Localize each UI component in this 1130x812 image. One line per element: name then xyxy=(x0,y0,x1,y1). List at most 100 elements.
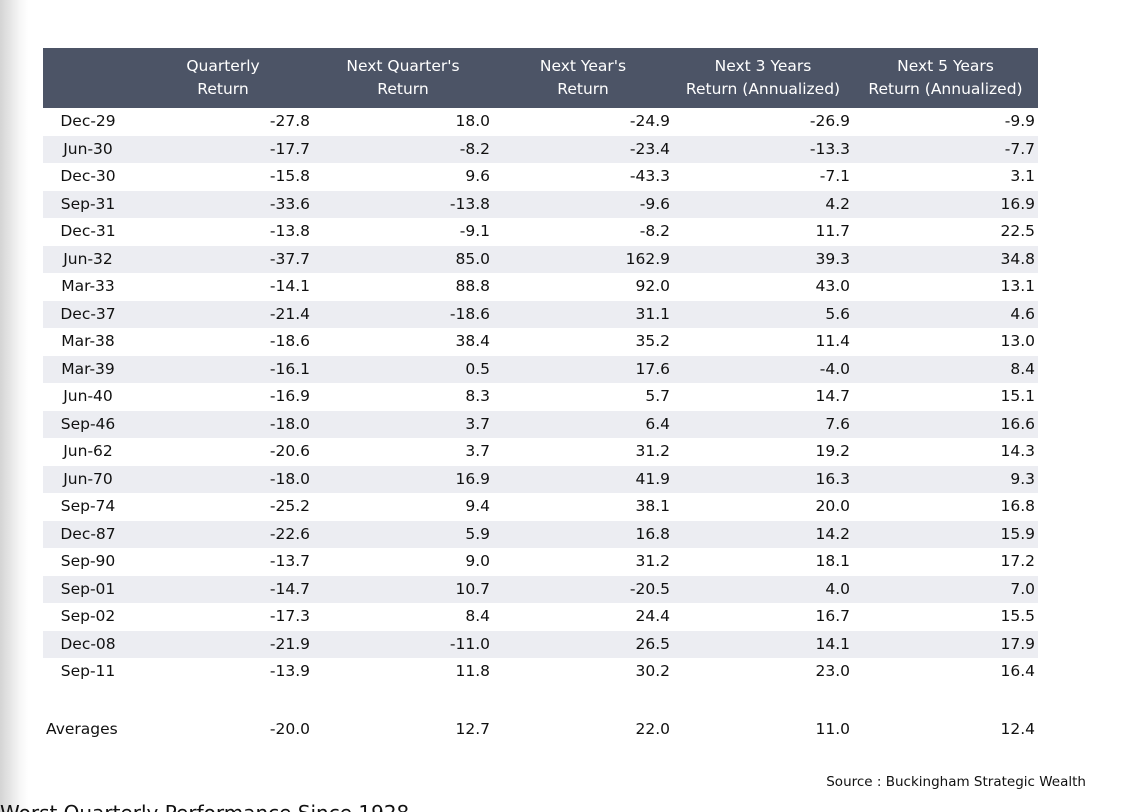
return-cell: -14.1 xyxy=(269,277,310,295)
table-row: Dec-29 -27.8 18.0 -24.9 -26.9 -9.9 xyxy=(43,108,1038,136)
return-cell: 22.5 xyxy=(1000,222,1035,240)
return-cell: -8.2 xyxy=(639,222,670,240)
table-row: Dec-08 -21.9 -11.0 26.5 14.1 17.9 xyxy=(43,630,1038,658)
return-cell: 11.4 xyxy=(815,332,850,350)
return-cell: 8.4 xyxy=(1010,359,1035,378)
return-cell: -16.9 xyxy=(269,387,310,405)
return-cell: -13.8 xyxy=(269,222,310,240)
return-cell: 16.6 xyxy=(1000,414,1035,433)
return-cell: -15.8 xyxy=(269,167,310,185)
return-cell: 8.4 xyxy=(465,607,490,625)
average-cell: 12.4 xyxy=(1000,719,1035,738)
row-date: Sep-31 xyxy=(60,194,116,213)
return-cell: 5.7 xyxy=(645,387,670,405)
row-date: Jun-40 xyxy=(63,387,113,405)
return-cell: 5.9 xyxy=(465,524,490,543)
table-row: Sep-02 -17.3 8.4 24.4 16.7 15.5 xyxy=(43,603,1038,631)
return-cell: -13.3 xyxy=(809,139,850,158)
return-cell: 16.7 xyxy=(815,607,850,625)
return-cell: 85.0 xyxy=(455,249,490,268)
page-caption-text: Worst Quarterly Performance Since 1928 xyxy=(0,801,409,812)
return-cell: 43.0 xyxy=(815,277,850,295)
column-header-line2: Return (Annualized) xyxy=(868,80,1023,98)
row-date: Jun-70 xyxy=(63,469,113,488)
return-cell: 7.6 xyxy=(825,414,850,433)
return-cell: 15.5 xyxy=(1000,607,1035,625)
return-cell: 14.1 xyxy=(815,634,850,653)
return-cell: 16.8 xyxy=(635,524,670,543)
return-cell: -24.9 xyxy=(629,112,670,130)
column-header-line1: Quarterly xyxy=(186,57,260,75)
return-cell: 34.8 xyxy=(1000,249,1035,268)
return-cell: -18.0 xyxy=(269,414,310,433)
return-cell: 18.0 xyxy=(455,112,490,130)
return-cell: 17.2 xyxy=(1000,552,1035,570)
return-cell: 162.9 xyxy=(625,249,670,268)
return-cell: -4.0 xyxy=(819,359,850,378)
header-date-column xyxy=(43,48,133,108)
return-cell: 24.4 xyxy=(635,607,670,625)
return-cell: 5.6 xyxy=(825,304,850,323)
average-cell: -20.0 xyxy=(269,719,310,738)
return-cell: 15.9 xyxy=(1000,524,1035,543)
returns-table: Quarterly Return Next Quarter's Return Next … xyxy=(43,48,1038,744)
return-cell: 15.1 xyxy=(1000,387,1035,405)
return-cell: 9.4 xyxy=(465,497,490,515)
return-cell: 8.3 xyxy=(465,387,490,405)
return-cell: -17.3 xyxy=(269,607,310,625)
row-date: Mar-38 xyxy=(61,332,115,350)
table-header: Quarterly Return Next Quarter's Return Next … xyxy=(43,48,1038,108)
return-cell: -23.4 xyxy=(629,139,670,158)
row-date: Jun-30 xyxy=(63,139,113,158)
return-cell: -17.7 xyxy=(269,139,310,158)
return-cell: -9.1 xyxy=(459,222,490,240)
row-date: Dec-37 xyxy=(60,304,116,323)
return-cell: 3.7 xyxy=(465,414,490,433)
return-cell: 10.7 xyxy=(455,579,490,598)
return-cell: 18.1 xyxy=(815,552,850,570)
row-date: Dec-08 xyxy=(60,634,116,653)
return-cell: 16.9 xyxy=(455,469,490,488)
column-header-line2: Return xyxy=(377,80,429,98)
return-cell: -11.0 xyxy=(449,634,490,653)
return-cell: -9.9 xyxy=(1004,112,1035,130)
return-cell: 17.9 xyxy=(1000,634,1035,653)
return-cell: -13.9 xyxy=(269,662,310,680)
return-cell: 20.0 xyxy=(815,497,850,515)
row-date: Sep-46 xyxy=(60,414,116,433)
return-cell: -43.3 xyxy=(629,167,670,185)
return-cell: -13.7 xyxy=(269,552,310,570)
table-row: Dec-37 -21.4 -18.6 31.1 5.6 4.6 xyxy=(43,300,1038,328)
return-cell: 39.3 xyxy=(815,249,850,268)
row-date: Mar-39 xyxy=(61,359,115,378)
return-cell: 38.1 xyxy=(635,497,670,515)
return-cell: 38.4 xyxy=(455,332,490,350)
table-row: Mar-38 -18.6 38.4 35.2 11.4 13.0 xyxy=(43,328,1038,356)
return-cell: -7.1 xyxy=(819,167,850,185)
return-cell: -7.7 xyxy=(1004,139,1035,158)
return-cell: 4.0 xyxy=(825,579,850,598)
return-cell: -21.4 xyxy=(269,304,310,323)
table-row: Sep-01 -14.7 10.7 -20.5 4.0 7.0 xyxy=(43,575,1038,603)
table-row: Jun-30 -17.7 -8.2 -23.4 -13.3 -7.7 xyxy=(43,135,1038,163)
table-row: Mar-39 -16.1 0.5 17.6 -4.0 8.4 xyxy=(43,355,1038,383)
column-header-line2: Return (Annualized) xyxy=(685,80,841,98)
column-header: Next 3 Years Return (Annualized) xyxy=(673,48,853,108)
return-cell: 16.3 xyxy=(815,469,850,488)
row-date: Sep-02 xyxy=(60,607,116,625)
average-cell: 11.0 xyxy=(815,719,850,738)
return-cell: 0.5 xyxy=(465,359,490,378)
return-cell: 31.2 xyxy=(635,442,670,460)
row-date: Sep-11 xyxy=(60,662,116,680)
table-row: Dec-31 -13.8 -9.1 -8.2 11.7 22.5 xyxy=(43,218,1038,246)
averages-row: Averages -20.0 12.7 22.0 11.0 12.4 xyxy=(43,714,1038,744)
return-cell: 88.8 xyxy=(455,277,490,295)
return-cell: 35.2 xyxy=(635,332,670,350)
table-row: Sep-74 -25.2 9.4 38.1 20.0 16.8 xyxy=(43,493,1038,521)
spacer-cell xyxy=(43,686,1038,714)
return-cell: 17.6 xyxy=(635,359,670,378)
table-row: Sep-46 -18.0 3.7 6.4 7.6 16.6 xyxy=(43,410,1038,438)
return-cell: 9.0 xyxy=(465,552,490,570)
return-cell: -8.2 xyxy=(459,139,490,158)
return-cell: 13.0 xyxy=(1000,332,1035,350)
